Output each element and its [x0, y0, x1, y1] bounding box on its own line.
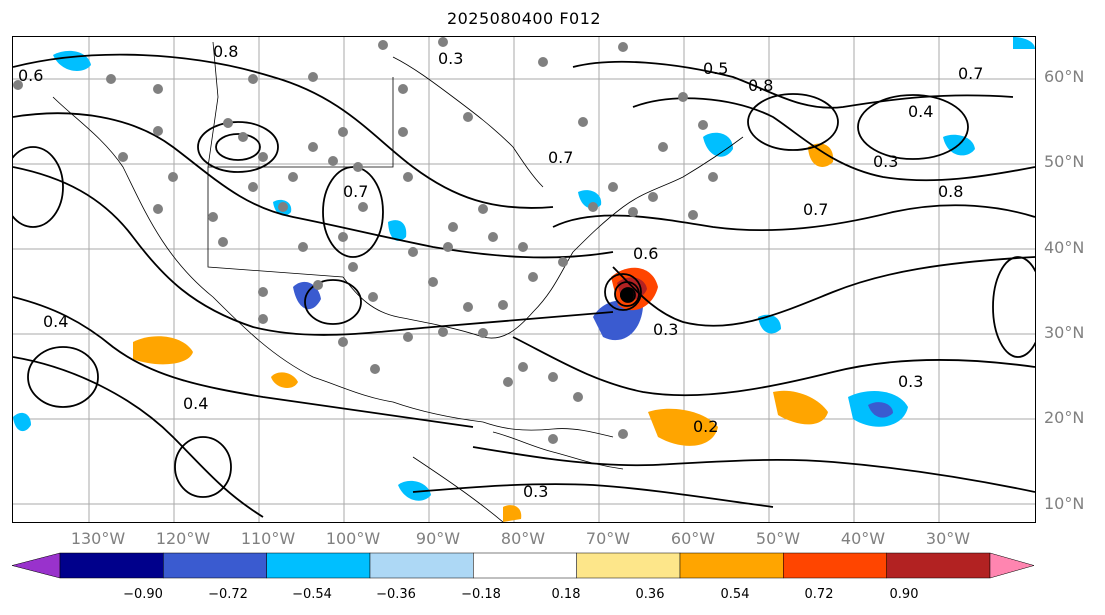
- colorbar-tick: −0.54: [292, 587, 332, 602]
- lon-label-110w: 110°W: [240, 529, 296, 548]
- contour-label: 0.7: [958, 64, 983, 83]
- contour-labels: 0.3 0.4 0.5 0.6 0.7 0.8 0.7 0.3 0.3 0.4 …: [18, 42, 983, 501]
- colorbar-tick: 0.54: [720, 587, 750, 602]
- lon-label-50w: 50°W: [755, 529, 801, 548]
- colorbar-tick: −0.72: [208, 587, 248, 602]
- contour-lines: [13, 53, 1035, 518]
- colorbar-segment: [886, 552, 991, 579]
- lat-label-60n: 60°N: [1044, 67, 1085, 86]
- contour-label: 0.8: [938, 182, 963, 201]
- colorbar-tick: 0.36: [635, 587, 665, 602]
- contour-label: 0.4: [908, 102, 933, 121]
- lon-label-70w: 70°W: [585, 529, 631, 548]
- lon-label-100w: 100°W: [325, 529, 381, 548]
- colorbar-extend-low: [11, 552, 61, 579]
- graticule: [13, 37, 1035, 522]
- map-panel[interactable]: 0.3 0.4 0.5 0.6 0.7 0.8 0.7 0.3 0.3 0.4 …: [12, 36, 1036, 523]
- contour-label: 0.8: [213, 42, 238, 61]
- colorbar-extend-high: [989, 552, 1035, 579]
- shaded-field: [13, 37, 1035, 522]
- lon-label-60w: 60°W: [670, 529, 716, 548]
- lon-label-120w: 120°W: [155, 529, 211, 548]
- contour-label: 0.5: [703, 59, 728, 78]
- contour-label: 0.6: [633, 244, 658, 263]
- lat-label-40n: 40°N: [1044, 238, 1085, 257]
- storm-center-marker: [620, 288, 634, 302]
- colorbar-tick: −0.18: [461, 587, 501, 602]
- contour-label: 0.6: [18, 66, 43, 85]
- lat-label-20n: 20°N: [1044, 408, 1085, 427]
- colorbar-segment: [163, 552, 267, 579]
- contour-label: 0.3: [653, 320, 678, 339]
- contour-label: 0.3: [438, 49, 463, 68]
- colorbar-segment: [266, 552, 371, 579]
- colorbar-tick: 0.90: [889, 587, 919, 602]
- lon-label-90w: 90°W: [415, 529, 461, 548]
- lon-label-80w: 80°W: [500, 529, 546, 548]
- contour-label: 0.7: [548, 148, 573, 167]
- colorbar: [11, 552, 1035, 579]
- map-canvas: 0.3 0.4 0.5 0.6 0.7 0.8 0.7 0.3 0.3 0.4 …: [13, 37, 1035, 522]
- lon-label-40w: 40°W: [840, 529, 886, 548]
- contour-label: 0.7: [343, 182, 368, 201]
- colorbar-segment: [576, 552, 681, 579]
- contour-label: 0.4: [183, 394, 208, 413]
- colorbar-tick: −0.36: [376, 587, 416, 602]
- colorbar-segment: [783, 552, 887, 579]
- colorbar-tick: −0.90: [123, 587, 163, 602]
- lon-label-30w: 30°W: [925, 529, 971, 548]
- contour-label: 0.4: [43, 312, 68, 331]
- contour-label: 0.8: [748, 76, 773, 95]
- colorbar-segment: [59, 552, 164, 579]
- observation-dots: [13, 37, 718, 444]
- contour-label: 0.3: [523, 482, 548, 501]
- map-title: 2025080400 F012: [446, 9, 602, 28]
- contour-label: 0.7: [803, 200, 828, 219]
- colorbar-tick: 0.72: [804, 587, 834, 602]
- contour-label: 0.3: [898, 372, 923, 391]
- colorbar-segment: [369, 552, 474, 579]
- coastlines: [52, 41, 744, 522]
- contour-label: 0.3: [873, 152, 898, 171]
- colorbar-segment: [679, 552, 784, 579]
- lat-label-50n: 50°N: [1044, 152, 1085, 171]
- colorbar-tick: 0.18: [551, 587, 581, 602]
- lat-label-10n: 10°N: [1044, 494, 1085, 513]
- lon-label-130w: 130°W: [70, 529, 126, 548]
- colorbar-segment: [473, 552, 577, 579]
- lat-label-30n: 30°N: [1044, 323, 1085, 342]
- contour-label: 0.2: [693, 417, 718, 436]
